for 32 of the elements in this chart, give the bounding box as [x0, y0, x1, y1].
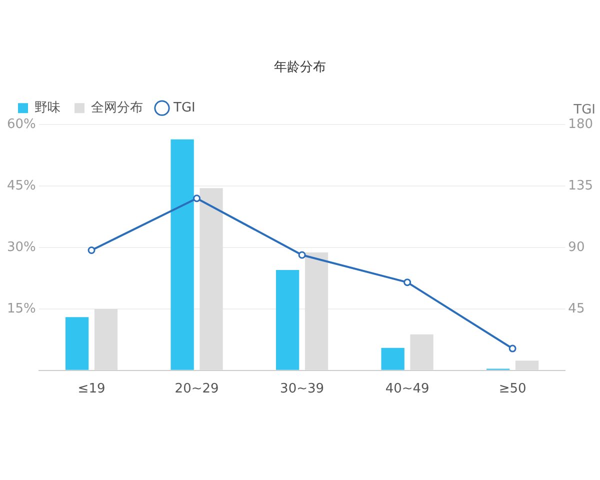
- bar: [170, 139, 194, 370]
- y-tick-label: 30%: [6, 240, 36, 255]
- x-tick-label: ≥50: [498, 382, 526, 397]
- legend-label: TGI: [172, 100, 196, 116]
- point: [404, 278, 412, 286]
- legend-label: 全网分布: [91, 100, 143, 116]
- x-tick-label: 40~49: [385, 382, 430, 397]
- chart-title: 年龄分布: [274, 60, 326, 76]
- point: [508, 344, 516, 352]
- bar: [65, 317, 89, 370]
- y2-axis-title: TGI: [572, 102, 596, 118]
- y-tick-label: 60%: [6, 116, 36, 132]
- point: [88, 246, 96, 254]
- x-tick-label: 20~29: [174, 382, 219, 397]
- y-tick-label: 15%: [6, 301, 36, 316]
- bar: [304, 252, 328, 370]
- y2-tick-label: 180: [568, 116, 594, 132]
- bar: [515, 360, 539, 370]
- y-tick-label: 45%: [6, 178, 36, 194]
- bar: [276, 270, 300, 370]
- y2-tick-label: 45: [568, 301, 585, 316]
- point: [298, 251, 306, 259]
- y2-tick-label: 135: [568, 178, 594, 194]
- point: [193, 194, 201, 202]
- y2-tick-label: 90: [568, 240, 585, 255]
- bar: [381, 348, 404, 370]
- x-tick-label: 30~39: [280, 382, 324, 397]
- bar: [200, 188, 223, 370]
- bar: [410, 334, 434, 370]
- bar: [94, 308, 118, 370]
- legend-label: 野味: [34, 100, 60, 116]
- x-tick-label: ≤19: [78, 382, 106, 397]
